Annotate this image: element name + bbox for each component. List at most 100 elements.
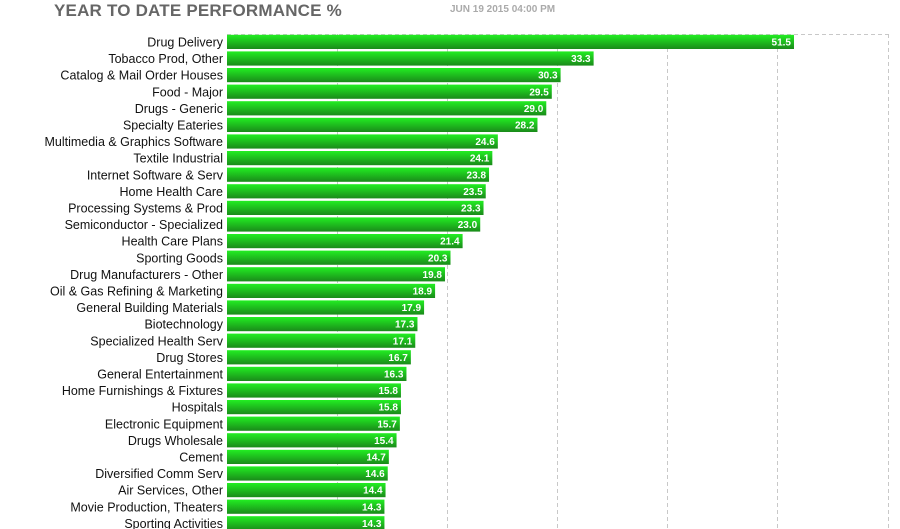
category-label: Internet Software & Serv <box>87 168 224 182</box>
value-label: 33.3 <box>571 54 591 65</box>
category-label: Cement <box>179 451 223 465</box>
bar[interactable] <box>227 350 411 365</box>
value-label: 15.8 <box>378 386 398 397</box>
bar-row: Drug Delivery 51.5 <box>147 34 794 50</box>
bar[interactable] <box>227 68 561 83</box>
category-label: General Entertainment <box>97 368 223 382</box>
category-label: Oil & Gas Refining & Marketing <box>50 285 223 299</box>
value-label: 14.4 <box>363 486 383 497</box>
grid-lines <box>227 34 889 529</box>
bar[interactable] <box>227 449 389 464</box>
category-label: Food - Major <box>152 85 223 99</box>
bar[interactable] <box>227 283 436 298</box>
bar[interactable] <box>227 117 538 132</box>
bar-row: Semiconductor - Specialized 23.0 <box>65 217 481 232</box>
bar-row: Specialized Health Serv 17.1 <box>90 333 416 348</box>
bar[interactable] <box>227 234 463 249</box>
category-label: Drug Delivery <box>147 36 223 50</box>
bar-row: Diversified Comm Serv 14.6 <box>95 466 388 481</box>
category-label: Drug Stores <box>156 351 223 365</box>
value-label: 23.8 <box>467 170 487 181</box>
bar[interactable] <box>227 200 484 215</box>
chart-title: YEAR TO DATE PERFORMANCE % <box>54 1 342 20</box>
bar[interactable] <box>227 84 552 99</box>
value-label: 15.8 <box>378 403 398 414</box>
bar[interactable] <box>227 466 388 481</box>
category-label: Home Furnishings & Fixtures <box>62 384 223 398</box>
bar-row: General Entertainment 16.3 <box>97 366 407 382</box>
value-label: 14.7 <box>366 453 386 464</box>
value-label: 20.3 <box>428 253 448 264</box>
category-label: Health Care Plans <box>122 235 223 249</box>
value-label: 17.1 <box>393 336 413 347</box>
category-label: Diversified Comm Serv <box>95 467 224 481</box>
bar-row: Internet Software & Serv 23.8 <box>87 167 490 182</box>
bar[interactable] <box>227 499 385 514</box>
category-label: Processing Systems & Prod <box>68 202 223 216</box>
bar[interactable] <box>227 416 400 431</box>
bar[interactable] <box>227 167 490 182</box>
category-label: Catalog & Mail Order Houses <box>60 69 223 83</box>
value-label: 23.3 <box>461 204 481 215</box>
value-label: 19.8 <box>423 270 443 281</box>
bar-row: Textile Industrial 24.1 <box>133 151 493 166</box>
value-label: 15.4 <box>374 436 394 447</box>
bar-row: Tobacco Prod, Other 33.3 <box>108 51 594 66</box>
bar[interactable] <box>227 250 451 265</box>
bar-row: Health Care Plans 21.4 <box>122 234 463 249</box>
bar-row: Food - Major 29.5 <box>152 84 552 99</box>
bar-row: Biotechnology 17.3 <box>144 317 418 332</box>
timestamp: JUN 19 2015 04:00 PM <box>450 4 556 15</box>
category-label: Sporting Activities <box>124 517 223 529</box>
bar[interactable] <box>227 483 386 498</box>
value-label: 14.3 <box>362 502 382 513</box>
bar-row: Oil & Gas Refining & Marketing 18.9 <box>50 283 436 299</box>
value-label: 29.5 <box>529 87 549 98</box>
category-label: Drugs - Generic <box>135 102 223 116</box>
bar[interactable] <box>227 151 493 166</box>
bar[interactable] <box>227 267 445 282</box>
bar-row: Catalog & Mail Order Houses 30.3 <box>60 68 561 83</box>
category-label: Hospitals <box>172 401 223 415</box>
bar[interactable] <box>227 516 385 529</box>
value-label: 16.3 <box>384 370 404 381</box>
value-label: 17.3 <box>395 320 415 331</box>
bar-row: Drug Stores 16.7 <box>156 350 411 365</box>
bar-row: Movie Production, Theaters 14.3 <box>70 499 385 514</box>
bar[interactable] <box>227 333 416 348</box>
value-label: 15.7 <box>377 419 397 430</box>
category-label: Drugs Wholesale <box>128 434 223 448</box>
bar[interactable] <box>227 184 486 199</box>
category-label: General Building Materials <box>76 301 223 315</box>
category-label: Air Services, Other <box>118 484 223 498</box>
category-label: Movie Production, Theaters <box>70 500 223 514</box>
bar-row: Home Health Care 23.5 <box>119 184 486 199</box>
value-label: 28.2 <box>515 121 535 132</box>
bar[interactable] <box>227 317 418 332</box>
category-label: Home Health Care <box>119 185 223 199</box>
bar[interactable] <box>227 34 794 49</box>
bar[interactable] <box>227 400 401 415</box>
value-label: 21.4 <box>440 237 460 248</box>
bar[interactable] <box>227 300 425 315</box>
bar-row: Drugs - Generic 29.0 <box>135 101 547 116</box>
bar[interactable] <box>227 217 481 232</box>
bar-row: Sporting Activities 14.3 <box>124 516 385 529</box>
bar[interactable] <box>227 366 407 381</box>
bar[interactable] <box>227 51 594 66</box>
category-label: Specialty Eateries <box>123 119 223 133</box>
category-label: Sporting Goods <box>136 251 223 265</box>
bar-row: Drugs Wholesale 15.4 <box>128 433 397 448</box>
category-label: Specialized Health Serv <box>90 334 223 348</box>
bar-row: Air Services, Other 14.4 <box>118 483 386 498</box>
value-label: 24.6 <box>475 137 495 148</box>
bars: Drug Delivery 51.5 Tobacco Prod, Other 33.3… <box>44 34 794 529</box>
bar[interactable] <box>227 433 397 448</box>
bar[interactable] <box>227 134 498 149</box>
bar[interactable] <box>227 101 547 116</box>
value-label: 18.9 <box>413 287 433 298</box>
category-label: Multimedia & Graphics Software <box>44 135 223 149</box>
bar[interactable] <box>227 383 401 398</box>
category-label: Biotechnology <box>144 318 223 332</box>
